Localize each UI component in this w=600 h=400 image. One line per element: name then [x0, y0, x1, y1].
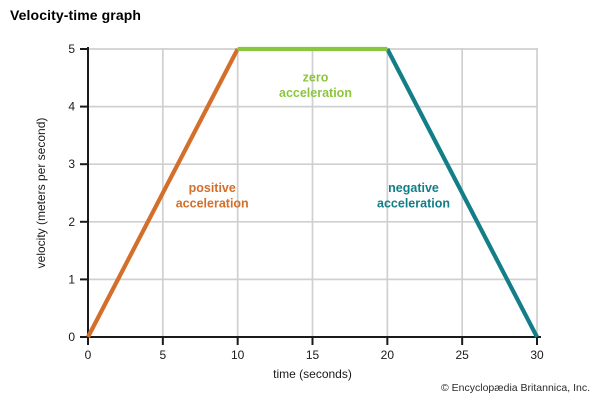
series-label-positive: positive acceleration	[176, 181, 249, 211]
series-line-negative	[385, 48, 539, 338]
x-tick-label: 10	[231, 348, 245, 362]
x-tick-label: 25	[455, 348, 469, 362]
y-tick-label: 5	[68, 42, 75, 56]
x-tick-label: 30	[530, 348, 544, 362]
y-axis-title: velocity (meters per second)	[34, 118, 48, 269]
y-tick-label: 0	[68, 330, 75, 344]
x-tick-label: 15	[306, 348, 320, 362]
x-tick-label: 0	[85, 348, 92, 362]
x-tick-label: 20	[381, 348, 395, 362]
series-label-negative: negative acceleration	[377, 181, 450, 211]
y-tick-label: 4	[68, 100, 75, 114]
x-axis-title: time (seconds)	[273, 367, 352, 381]
y-tick-label: 1	[68, 272, 75, 286]
y-tick-label: 2	[68, 215, 75, 229]
y-tick-label: 3	[68, 157, 75, 171]
x-tick-label: 5	[159, 348, 166, 362]
series-label-zero: zero acceleration	[279, 70, 352, 100]
page-title: Velocity-time graph	[10, 7, 142, 23]
copyright-credit: © Encyclopædia Britannica, Inc.	[441, 382, 590, 394]
series-line-positive	[86, 48, 240, 338]
